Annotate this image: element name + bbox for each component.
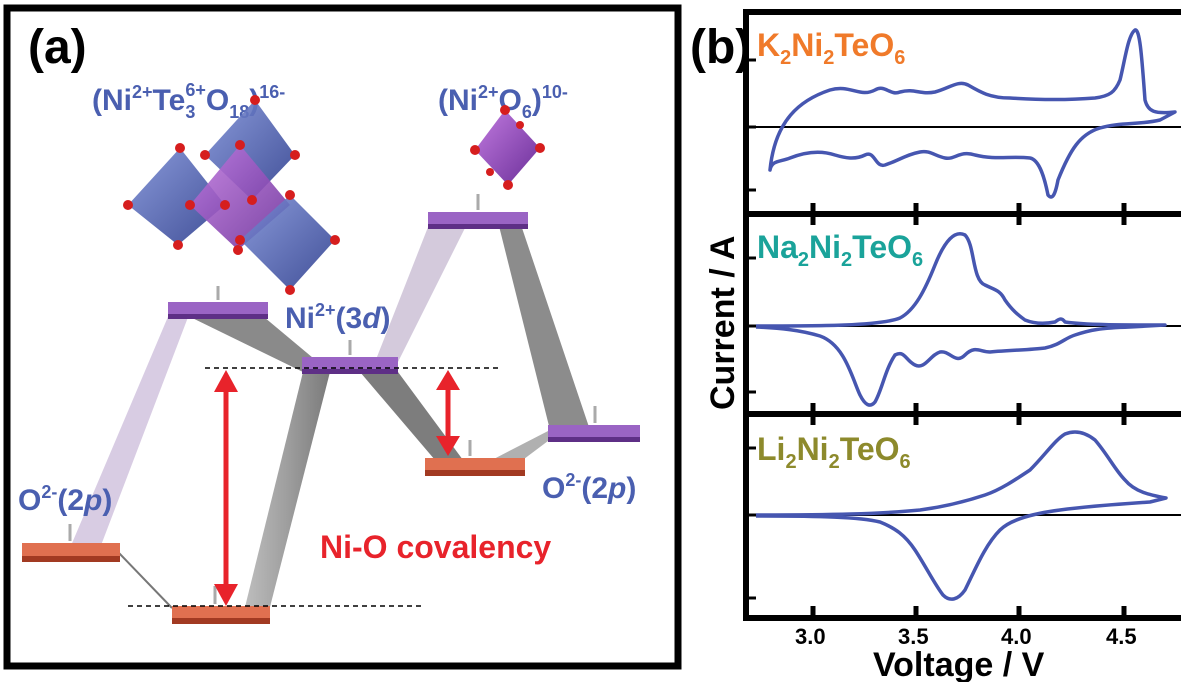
x-tick-label-3.0: 3.0 bbox=[795, 624, 826, 649]
panel-b-tag: (b) bbox=[690, 21, 751, 74]
orbital-bands bbox=[70, 222, 590, 609]
ni-3d-label: Ni2+(3d) bbox=[285, 300, 391, 335]
cv-curve-li bbox=[755, 430, 1168, 601]
octahedron-formula-label: (Ni2+O6)10- bbox=[438, 82, 568, 122]
cv-curve-na bbox=[755, 232, 1167, 407]
orbital-plates bbox=[22, 194, 640, 624]
covalency-label: Ni-O covalency bbox=[320, 529, 551, 565]
x-axis-label: Voltage / V bbox=[873, 646, 1045, 682]
covalency-arrow-left bbox=[214, 370, 238, 606]
trace-label-k: K2Ni2TeO6 bbox=[757, 27, 905, 69]
cluster-formula-label: (Ni2+Te36+O18)16- bbox=[92, 80, 285, 122]
x-tick-label-4.0: 4.0 bbox=[1001, 624, 1032, 649]
panel-a-tag: (a) bbox=[28, 21, 87, 74]
single-octahedron bbox=[470, 105, 545, 190]
trace-label-li: Li2Ni2TeO6 bbox=[757, 431, 911, 473]
trace-label-na: Na2Ni2TeO6 bbox=[757, 229, 923, 271]
x-ticks bbox=[810, 203, 1127, 618]
panel-a: (a) (Ni2+Te36+O18)16- (Ni2+O6)10- bbox=[3, 4, 682, 670]
octahedra-cluster bbox=[123, 95, 340, 295]
cv-curve-k bbox=[768, 28, 1177, 199]
x-tick-label-3.5: 3.5 bbox=[898, 624, 929, 649]
y-axis-label: Current / A bbox=[704, 236, 742, 410]
panel-a-frame bbox=[3, 4, 682, 670]
y-minor-ticks bbox=[746, 58, 756, 600]
x-tick-label-4.5: 4.5 bbox=[1106, 624, 1137, 649]
panel-b: (b) Current / A Voltage / V 3.0 3.5 4.0 … bbox=[690, 9, 1181, 682]
covalency-arrow-right bbox=[436, 370, 460, 456]
o-2p-left-label: O2-(2p) bbox=[18, 482, 112, 517]
o-2p-right-label: O2-(2p) bbox=[542, 470, 636, 505]
